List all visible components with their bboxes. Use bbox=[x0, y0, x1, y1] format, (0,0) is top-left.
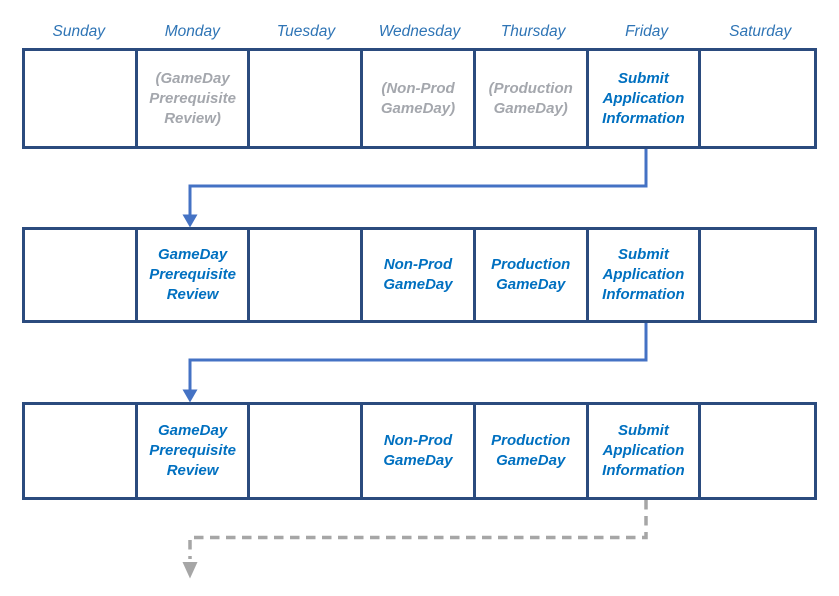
day-header-wednesday: Wednesday bbox=[378, 23, 461, 40]
week1-thursday-cell: (Production GameDay) bbox=[476, 51, 589, 146]
week3-tuesday-cell bbox=[250, 405, 364, 497]
day-header-thursday: Thursday bbox=[500, 23, 566, 40]
week-3-grid: GameDay Prerequisite Review Non-Prod Gam… bbox=[22, 402, 817, 500]
week1-wednesday-cell: (Non-Prod GameDay) bbox=[363, 51, 476, 146]
arrow-week2-to-week3-line bbox=[188, 323, 648, 391]
arrow-week3-next-dashed-line bbox=[188, 500, 648, 559]
week-2-grid: GameDay Prerequisite Review Non-Prod Gam… bbox=[22, 227, 817, 323]
week3-wednesday-cell: Non-Prod GameDay bbox=[363, 405, 476, 497]
week3-monday-cell: GameDay Prerequisite Review bbox=[138, 405, 251, 497]
week1-saturday-cell bbox=[701, 51, 814, 146]
week2-monday-cell: GameDay Prerequisite Review bbox=[138, 230, 251, 320]
day-header-tuesday: Tuesday bbox=[276, 23, 336, 40]
week1-friday-cell: Submit Application Information bbox=[589, 51, 702, 146]
week2-sunday-cell bbox=[25, 230, 138, 320]
arrow-week1-to-week2-line bbox=[188, 149, 648, 216]
week3-saturday-cell bbox=[701, 405, 814, 497]
week1-monday-cell: (GameDay Prerequisite Review) bbox=[138, 51, 251, 146]
week3-thursday-cell: Production GameDay bbox=[476, 405, 589, 497]
week2-saturday-cell bbox=[701, 230, 814, 320]
week2-thursday-cell: Production GameDay bbox=[476, 230, 589, 320]
arrow-week3-next-dashed-head-icon bbox=[182, 562, 198, 579]
week-1-grid: (GameDay Prerequisite Review) (Non-Prod … bbox=[22, 48, 817, 149]
week3-friday-cell: Submit Application Information bbox=[589, 405, 702, 497]
day-header-friday: Friday bbox=[625, 23, 669, 40]
week2-wednesday-cell: Non-Prod GameDay bbox=[363, 230, 476, 320]
week2-friday-cell: Submit Application Information bbox=[589, 230, 702, 320]
day-header-saturday: Saturday bbox=[729, 23, 792, 40]
arrow-week2-to-week3-head-icon bbox=[182, 389, 198, 403]
week3-sunday-cell bbox=[25, 405, 138, 497]
arrow-week1-to-week2-head-icon bbox=[182, 214, 198, 228]
week1-tuesday-cell bbox=[250, 51, 364, 146]
day-header-monday: Monday bbox=[164, 23, 220, 40]
day-header-row: Sunday Monday Tuesday Wednesday Thursday… bbox=[22, 20, 817, 44]
day-header-sunday: Sunday bbox=[52, 23, 106, 40]
week1-sunday-cell bbox=[25, 51, 138, 146]
week2-tuesday-cell bbox=[250, 230, 364, 320]
